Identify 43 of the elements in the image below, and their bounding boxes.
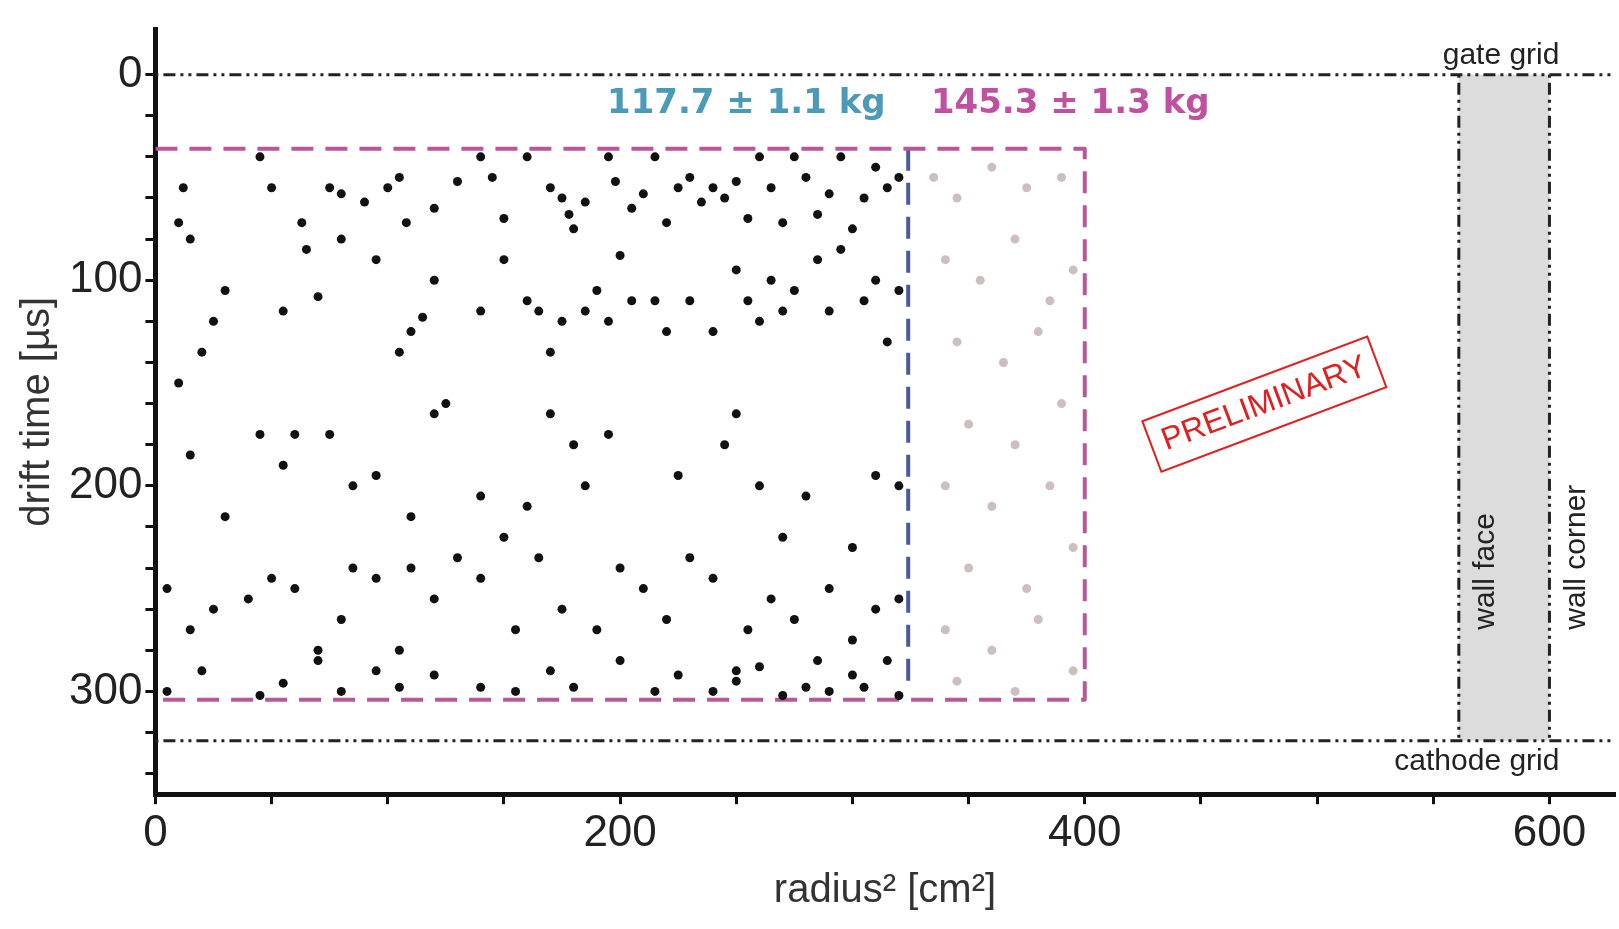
point (1068, 666, 1078, 676)
point (1010, 234, 1020, 244)
point (952, 337, 962, 347)
ref-line-label: gate grid (1442, 36, 1560, 70)
y-axis-title: drift time [µs] (13, 296, 58, 527)
point (1033, 614, 1043, 624)
point (952, 193, 962, 203)
point (1045, 296, 1055, 306)
point (940, 255, 950, 265)
point (1010, 686, 1020, 696)
x-tick-label: 400 (1048, 805, 1122, 855)
y-tick-label: 100 (68, 252, 143, 302)
point (1045, 481, 1055, 491)
point (1057, 399, 1067, 409)
point (952, 676, 962, 686)
point (964, 419, 974, 429)
point (1022, 584, 1032, 594)
point (975, 275, 985, 285)
point (1033, 327, 1043, 337)
point (987, 645, 997, 655)
y-tick-label: 0 (117, 46, 143, 96)
ref-line-label: wall corner (1557, 484, 1591, 631)
y-tick-label: 200 (68, 457, 143, 507)
annotation: 117.7 ± 1.1 kg (606, 81, 886, 122)
y-tick-label: 300 (68, 663, 143, 713)
point (929, 172, 939, 182)
point (964, 563, 974, 573)
point (987, 162, 997, 172)
point (1068, 542, 1078, 552)
point (1057, 172, 1067, 182)
x-tick-label: 200 (583, 805, 657, 855)
point (1022, 183, 1032, 193)
point (1068, 265, 1078, 275)
point (998, 357, 1008, 367)
ref-line-label: cathode grid (1394, 743, 1560, 777)
x-axis-title: radius² [cm²] (773, 866, 997, 911)
ref-line-label: wall face (1467, 513, 1501, 631)
point (940, 625, 950, 635)
point (1010, 440, 1020, 450)
annotation: 145.3 ± 1.3 kg (930, 81, 1210, 122)
x-tick-label: 600 (1512, 805, 1587, 855)
point (940, 481, 950, 491)
point (987, 501, 997, 511)
